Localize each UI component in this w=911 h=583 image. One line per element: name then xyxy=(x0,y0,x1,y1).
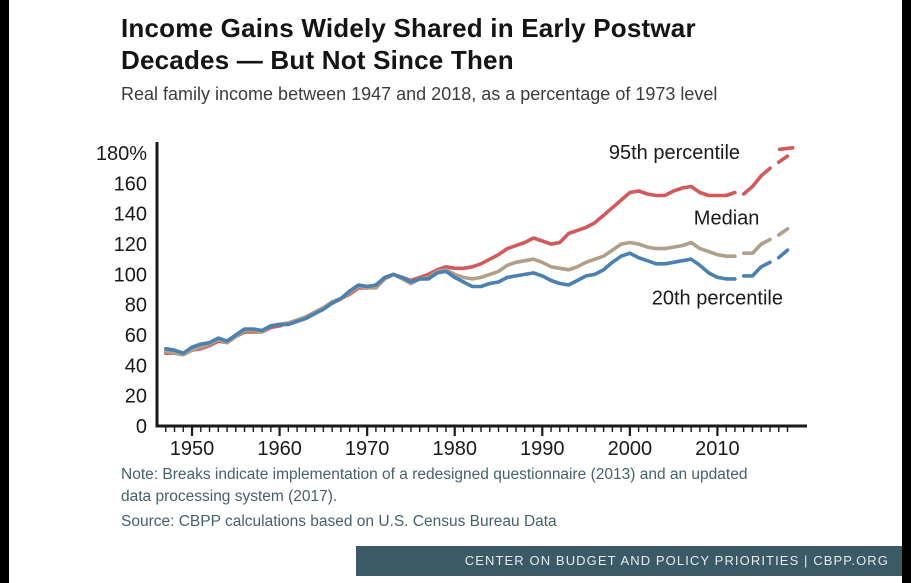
y-tick-label: 40 xyxy=(125,355,147,377)
y-tick-label: 60 xyxy=(125,325,147,347)
y-tick-label: 100 xyxy=(114,264,147,286)
footer-attribution-bar: CENTER ON BUDGET AND POLICY PRIORITIES |… xyxy=(356,546,902,576)
footer-attribution-text: CENTER ON BUDGET AND POLICY PRIORITIES |… xyxy=(464,553,889,568)
income-chart-svg: 1950 1960 1970 1980 1990 2000 2010 0 20 40 60 80 100… xyxy=(96,142,807,460)
x-tick-label: 2010 xyxy=(695,438,740,460)
y-tick-label: 140 xyxy=(114,204,147,226)
series-label-20th-percentile: 20th percentile xyxy=(652,288,783,310)
series-line-20th-percentile xyxy=(741,260,772,278)
chart-source: Source: CBPP calculations based on U.S. … xyxy=(121,513,557,530)
x-tick-label: 2000 xyxy=(608,438,653,460)
right-black-edge xyxy=(902,0,911,583)
chart-title-line2: Decades — But Not Since Then xyxy=(121,45,514,76)
series-line-95th-percentile xyxy=(741,166,772,196)
x-tick-label: 1970 xyxy=(345,438,390,460)
y-tick-label: 120 xyxy=(114,234,147,256)
series-line-median xyxy=(164,240,737,357)
series-line-20th-percentile xyxy=(776,248,790,260)
y-tick-label: 80 xyxy=(125,295,147,317)
y-tick-label: 0 xyxy=(136,416,147,438)
x-tick-label: 1950 xyxy=(170,438,215,460)
chart-title-line1: Income Gains Widely Shared in Early Post… xyxy=(121,13,696,43)
x-tick-label: 1960 xyxy=(257,438,302,460)
series-line-95th-percentile xyxy=(777,146,795,152)
x-tick-label: 1990 xyxy=(520,438,565,460)
series-label-median: Median xyxy=(694,207,760,229)
chart-note: Note: Breaks indicate implementation of … xyxy=(121,466,748,505)
y-tick-label: 160 xyxy=(114,173,147,195)
chart-title: Income Gains Widely Shared in Early Post… xyxy=(121,12,841,76)
y-tick-label: 180% xyxy=(96,143,147,165)
chart-subtitle: Real family income between 1947 and 2018… xyxy=(121,84,718,104)
left-black-edge xyxy=(0,0,9,583)
income-chart: 1950 1960 1970 1980 1990 2000 2010 0 20 40 60 80 100… xyxy=(95,138,825,468)
series-label-95th-percentile: 95th percentile xyxy=(609,142,740,164)
series-line-20th-percentile xyxy=(164,251,737,355)
series-line-median xyxy=(741,237,772,255)
x-tick-label: 1980 xyxy=(432,438,477,460)
y-tick-label: 20 xyxy=(125,386,147,408)
series-line-median xyxy=(776,227,790,237)
series-line-95th-percentile xyxy=(776,154,790,165)
